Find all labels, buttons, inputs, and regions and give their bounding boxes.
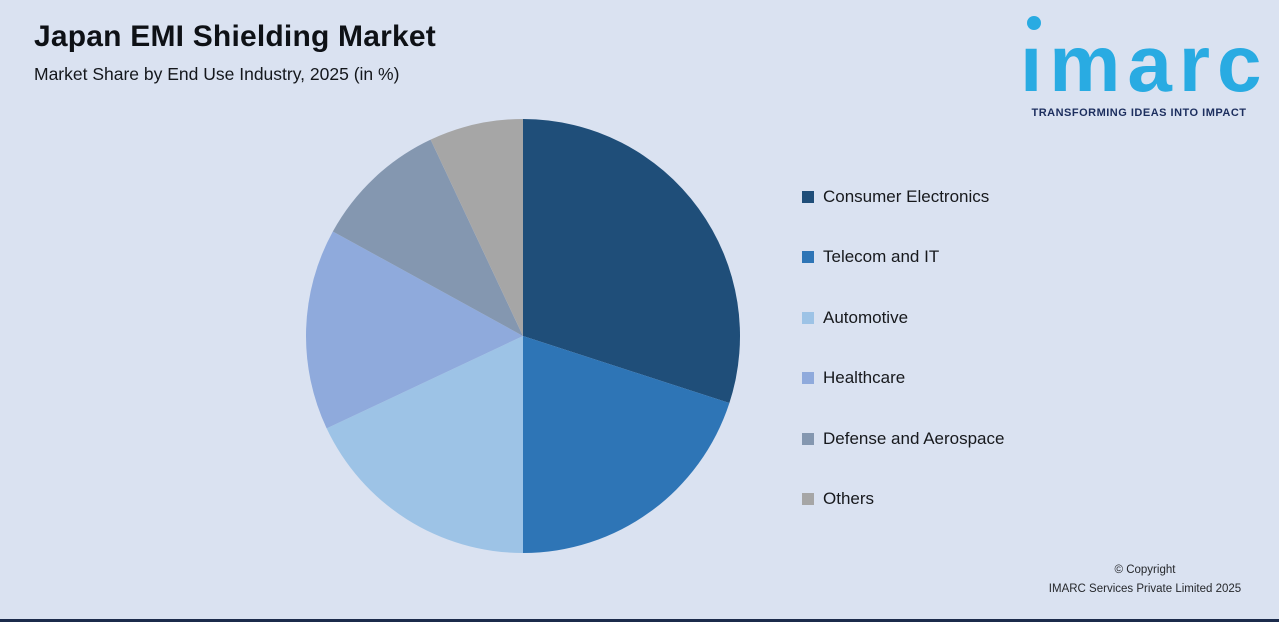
legend-label: Telecom and IT xyxy=(823,247,940,266)
imarc-logo: ımarc TRANSFORMING IDEAS INTO IMPACT xyxy=(1012,10,1266,119)
legend-swatch xyxy=(802,251,814,263)
legend-label: Others xyxy=(823,489,875,508)
pie-slice-3 xyxy=(306,231,523,429)
legend-item: Telecom and IT xyxy=(802,245,1004,270)
pie-slice-1 xyxy=(523,336,730,553)
logo-dot-icon xyxy=(1027,16,1041,30)
legend-swatch xyxy=(802,432,814,445)
legend-label: Automotive xyxy=(823,307,909,327)
legend-label: Consumer Electronics xyxy=(823,186,990,206)
logo-wordmark: ımarc xyxy=(1020,19,1269,108)
logo-tagline: TRANSFORMING IDEAS INTO IMPACT xyxy=(1031,107,1247,119)
pie-slice-0 xyxy=(523,119,740,404)
legend-item: Consumer Electronics xyxy=(802,184,1004,209)
legend-label: Defense and Aerospace xyxy=(823,428,1005,448)
page-title: Japan EMI Shielding Market xyxy=(34,20,436,53)
legend-item: Automotive xyxy=(802,305,1004,330)
copyright-footer: © Copyright IMARC Services Private Limit… xyxy=(1005,561,1279,599)
pie-slice-4 xyxy=(332,139,523,336)
legend-item: Healthcare xyxy=(802,366,1004,391)
pie-slice-5 xyxy=(430,119,523,336)
legend-swatch xyxy=(802,493,814,505)
pie-slice-2 xyxy=(326,336,523,553)
legend-swatch xyxy=(802,372,814,384)
legend-item: Others xyxy=(802,487,1004,512)
chart-legend: Consumer Electronics Telecom and IT Auto… xyxy=(802,184,1004,547)
chart-header: Japan EMI Shielding Market Market Share … xyxy=(34,20,436,84)
pie-chart xyxy=(306,119,740,553)
copyright-line1: © Copyright xyxy=(1114,564,1176,576)
legend-swatch xyxy=(802,190,814,203)
copyright-line2: IMARC Services Private Limited 2025 xyxy=(1048,583,1242,595)
legend-item: Defense and Aerospace xyxy=(802,426,1004,451)
page-subtitle: Market Share by End Use Industry, 2025 (… xyxy=(34,64,400,84)
legend-label: Healthcare xyxy=(823,368,906,387)
bottom-border-bar xyxy=(0,619,1279,622)
legend-swatch xyxy=(802,311,814,324)
